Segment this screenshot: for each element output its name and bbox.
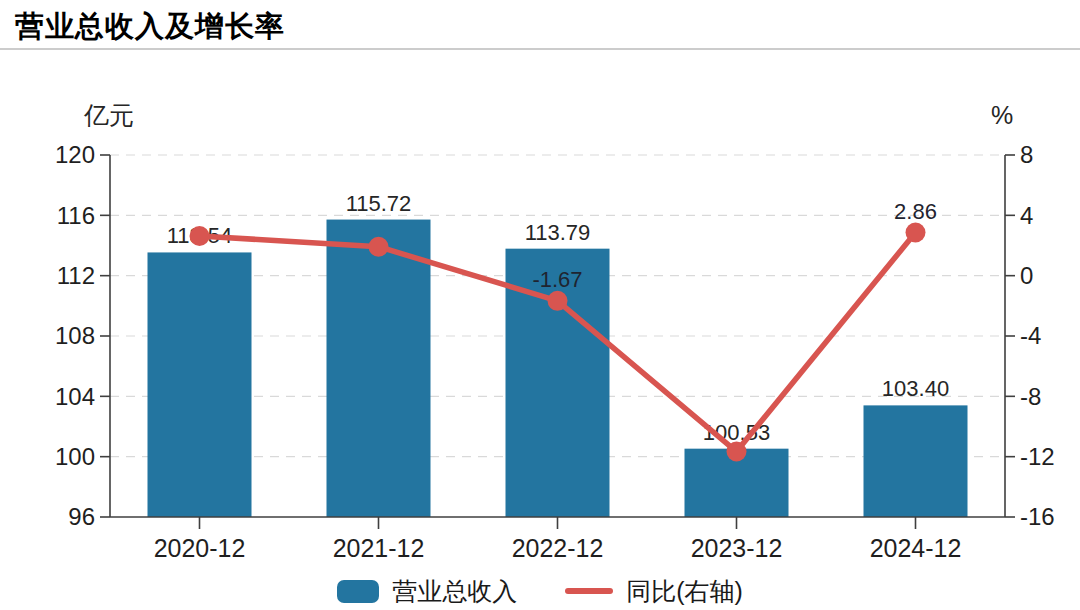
bar-2024-12[interactable] — [864, 405, 968, 517]
bar-value-label: 103.40 — [882, 376, 949, 401]
x-axis-label: 2021-12 — [333, 534, 425, 562]
legend-label-revenue: 营业总收入 — [392, 575, 517, 608]
left-axis-tick-label: 120 — [55, 141, 95, 168]
line-series-swatch — [565, 588, 613, 594]
line-value-label: -1.67 — [532, 267, 582, 292]
x-axis-label: 2020-12 — [154, 534, 246, 562]
bar-2020-12[interactable] — [148, 252, 252, 517]
legend-label-yoy: 同比(右轴) — [626, 575, 743, 608]
line-point-2021-12[interactable] — [369, 237, 389, 257]
x-axis-label: 2022-12 — [512, 534, 604, 562]
line-point-2020-12[interactable] — [190, 226, 210, 246]
bar-series-swatch — [337, 580, 379, 603]
right-axis-tick-label: -8 — [1020, 383, 1041, 410]
line-value-label: 2.86 — [894, 199, 937, 224]
left-axis-tick-label: 104 — [55, 383, 95, 410]
left-axis-tick-label: 116 — [57, 202, 95, 229]
right-axis-tick-label: -12 — [1020, 443, 1055, 470]
x-axis-label: 2024-12 — [870, 534, 962, 562]
plot-area: 113.54115.72113.79100.53103.401201161121… — [0, 0, 1080, 610]
bar-2021-12[interactable] — [327, 220, 431, 517]
left-axis-tick-label: 96 — [68, 503, 95, 530]
x-axis-label: 2023-12 — [691, 534, 783, 562]
right-axis-tick-label: 4 — [1020, 202, 1033, 229]
right-axis-tick-label: -4 — [1020, 322, 1041, 349]
bar-value-label: 113.79 — [525, 220, 591, 245]
chart-legend: 营业总收入 同比(右轴) — [0, 572, 1080, 610]
left-axis-tick-label: 100 — [55, 443, 95, 470]
legend-item-revenue[interactable]: 营业总收入 — [337, 575, 517, 608]
right-axis-tick-label: -16 — [1020, 503, 1055, 530]
line-point-2022-12[interactable] — [548, 291, 568, 311]
right-axis-tick-label: 8 — [1020, 141, 1033, 168]
line-point-2024-12[interactable] — [906, 223, 926, 243]
left-axis-tick-label: 108 — [55, 322, 95, 349]
chart-page: 营业总收入及增长率 亿元 % 113.54115.72113.79100.531… — [0, 0, 1080, 610]
right-axis-tick-label: 0 — [1020, 262, 1033, 289]
left-axis-tick-label: 112 — [57, 262, 95, 289]
line-point-2023-12[interactable] — [727, 442, 747, 462]
bar-value-label: 115.72 — [346, 191, 412, 216]
legend-item-yoy[interactable]: 同比(右轴) — [565, 575, 743, 608]
